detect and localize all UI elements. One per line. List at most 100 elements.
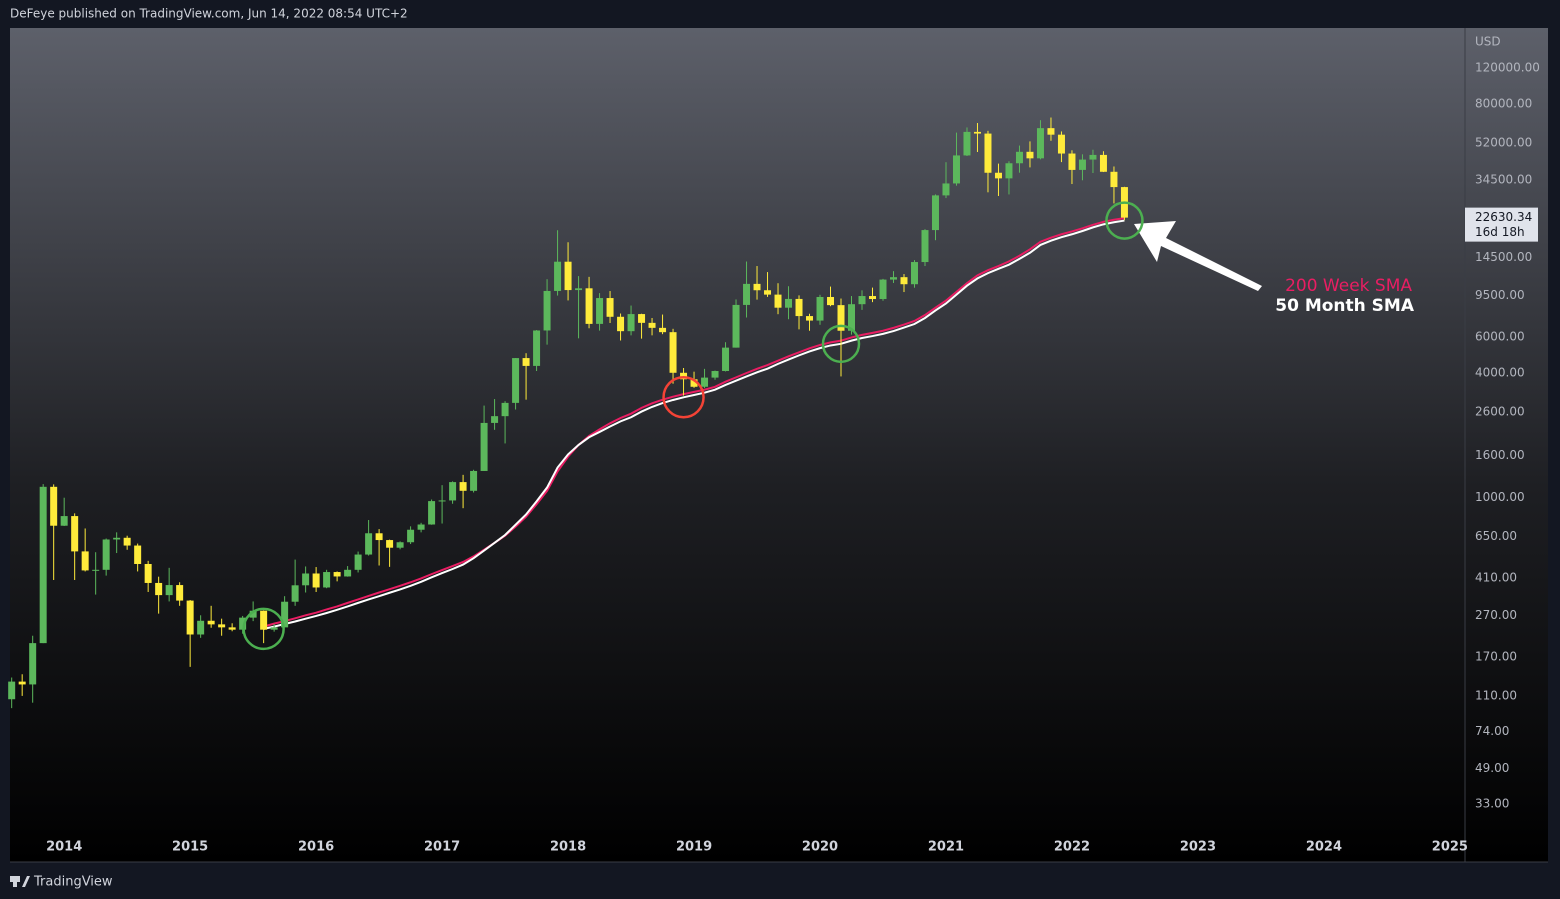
- footer-brand: TradingView: [33, 875, 113, 890]
- y-tick-label: 6000.00: [1475, 329, 1525, 343]
- candle-body: [659, 327, 667, 333]
- candle-body: [701, 377, 709, 387]
- candle-body: [543, 290, 551, 331]
- candle-body: [260, 610, 268, 630]
- candle-body: [134, 545, 142, 564]
- candle-body: [785, 298, 793, 308]
- y-tick-label: 49.00: [1475, 761, 1509, 775]
- candle-body: [942, 183, 950, 196]
- candle-body: [680, 372, 688, 380]
- candle-body: [375, 533, 383, 541]
- candle-body: [1057, 134, 1065, 154]
- candle-body: [722, 347, 730, 372]
- y-tick-label: 650.00: [1475, 529, 1517, 543]
- candle-body: [764, 290, 772, 295]
- candle-body: [1110, 171, 1118, 188]
- candle-body: [155, 582, 163, 596]
- candle-body: [575, 288, 583, 291]
- candle-body: [102, 539, 110, 570]
- candle-body: [1015, 151, 1023, 164]
- x-tick-label: 2014: [46, 840, 82, 855]
- candle-body: [417, 524, 425, 530]
- candle-body: [186, 600, 194, 635]
- candle-body: [774, 294, 782, 308]
- candle-body: [207, 620, 215, 625]
- y-tick-label: 110.00: [1475, 688, 1517, 702]
- candle-body: [354, 554, 362, 570]
- candle-body: [732, 304, 740, 348]
- candle-body: [123, 537, 131, 546]
- y-tick-label: 170.00: [1475, 649, 1517, 663]
- candle-body: [806, 316, 814, 321]
- candle-body: [858, 296, 866, 305]
- candle-body: [165, 585, 173, 596]
- x-tick-label: 2021: [928, 840, 964, 855]
- candle-body: [365, 533, 373, 555]
- y-tick-label: 1600.00: [1475, 448, 1525, 462]
- candle-body: [29, 643, 37, 685]
- candle-body: [879, 279, 887, 300]
- candle-body: [438, 500, 446, 502]
- y-tick-label: 52000.00: [1475, 135, 1532, 149]
- currency-label: USD: [1475, 35, 1501, 49]
- candle-body: [480, 422, 488, 471]
- candle-body: [1089, 154, 1097, 160]
- y-tick-label: 9500.00: [1475, 288, 1525, 302]
- candle-body: [39, 486, 47, 644]
- candle-body: [1005, 163, 1013, 179]
- x-tick-label: 2022: [1054, 840, 1090, 855]
- candle-body: [8, 681, 16, 700]
- legend-entry: 200 Week SMA: [1285, 276, 1412, 296]
- candle-body: [449, 482, 457, 501]
- candle-body: [900, 277, 908, 285]
- y-tick-label: 4000.00: [1475, 366, 1525, 380]
- tv-logo: [10, 876, 30, 887]
- candle-body: [533, 330, 541, 366]
- candle-body: [18, 681, 26, 685]
- candle-body: [743, 283, 751, 305]
- candle-body: [428, 501, 436, 525]
- x-tick-label: 2024: [1306, 840, 1342, 855]
- price-label-box: [1465, 207, 1538, 242]
- candle-body: [848, 304, 856, 331]
- y-tick-label: 74.00: [1475, 724, 1509, 738]
- candle-body: [386, 540, 394, 548]
- y-tick-label: 2600.00: [1475, 404, 1525, 418]
- candle-body: [113, 537, 121, 540]
- candle-body: [753, 283, 761, 291]
- candle-body: [1036, 128, 1044, 159]
- x-tick-label: 2019: [676, 840, 712, 855]
- candle-body: [648, 322, 656, 328]
- sma-line: [263, 217, 1125, 628]
- y-tick-label: 80000.00: [1475, 97, 1532, 111]
- candle-body: [71, 516, 79, 552]
- candle-body: [669, 332, 677, 373]
- y-tick-label: 34500.00: [1475, 172, 1532, 186]
- candle-body: [249, 610, 257, 618]
- candle-body: [218, 624, 226, 628]
- candle-body: [837, 305, 845, 331]
- candle-body: [459, 482, 467, 491]
- candle-body: [994, 172, 1002, 179]
- candle-body: [638, 314, 646, 323]
- candle-body: [869, 296, 877, 300]
- legend-entry: 50 Month SMA: [1275, 296, 1415, 316]
- y-tick-label: 270.00: [1475, 608, 1517, 622]
- candle-body: [396, 542, 404, 548]
- candle-body: [501, 402, 509, 417]
- candle-body: [81, 551, 89, 571]
- candle-body: [522, 358, 530, 366]
- candle-body: [1099, 154, 1107, 172]
- sma-line: [263, 219, 1125, 630]
- candle-body: [963, 131, 971, 156]
- x-tick-label: 2023: [1180, 840, 1216, 855]
- candle-body: [827, 296, 835, 306]
- candle-body: [176, 585, 184, 601]
- candle-body: [690, 379, 698, 387]
- candle-body: [491, 416, 499, 423]
- candle-body: [144, 563, 152, 583]
- annotation-arrow: [1134, 221, 1262, 291]
- candle-body: [512, 358, 520, 403]
- candle-body: [931, 195, 939, 231]
